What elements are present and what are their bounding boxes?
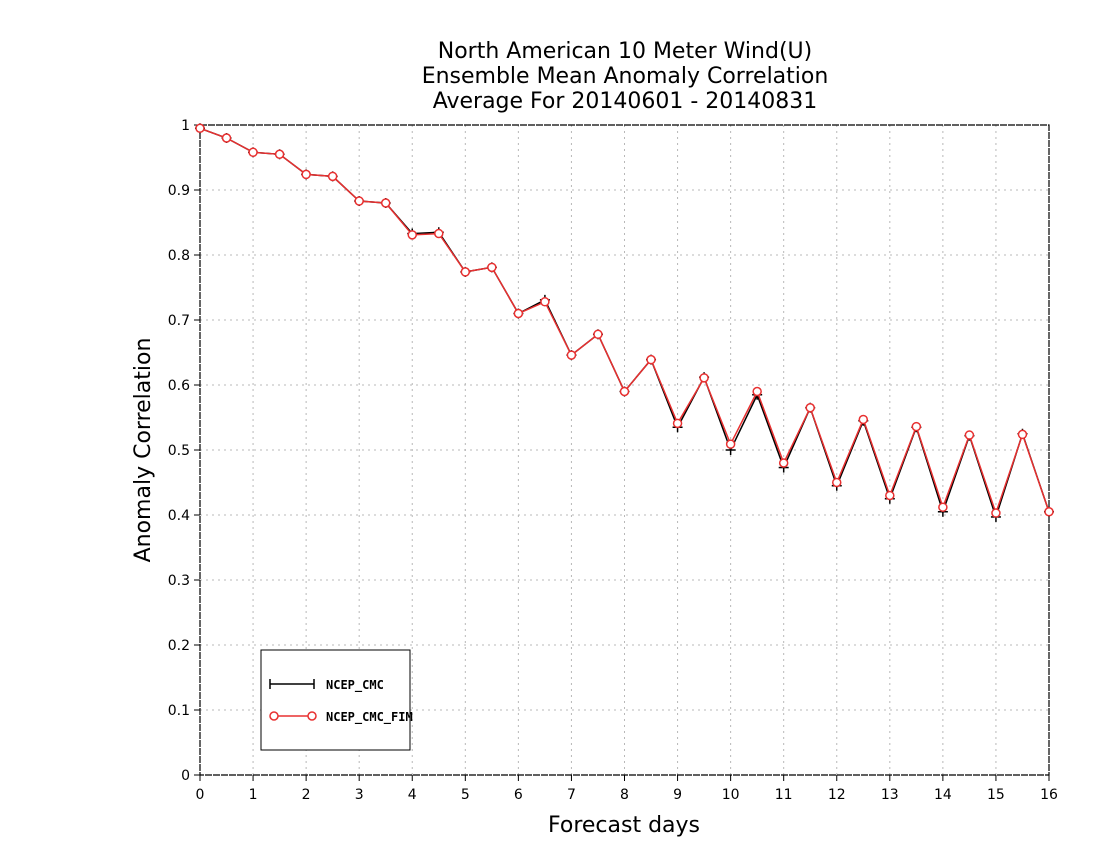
series-layer [195,123,1054,522]
data-point-circle [672,418,683,429]
x-tick-label: 7 [567,787,576,803]
y-tick-label: 0.1 [168,703,190,719]
data-point-circle [699,373,709,383]
data-point-circle [725,439,736,449]
x-tick-label: 15 [987,787,1005,803]
data-point-circle [354,196,364,206]
data-point-circle [1044,507,1054,517]
data-point-circle [487,262,497,273]
data-point-circle [407,230,417,240]
data-point-circle [513,308,524,319]
title-line-1: North American 10 Meter Wind(U) [438,39,812,64]
x-tick-label: 2 [302,787,311,803]
y-tick-label: 0.4 [168,508,190,524]
data-point-circle [752,386,762,397]
x-tick-label: 3 [355,787,364,803]
data-point-circle [248,147,258,158]
data-point-circle [964,430,975,440]
y-tick-label: 0.6 [168,378,190,394]
y-tick-label: 0.7 [168,313,190,329]
legend-circle-marker [307,711,317,721]
series-ncep-cmc-fim [195,123,1054,518]
data-point-circle [991,508,1001,518]
x-tick-label: 13 [881,787,899,803]
data-point-circle [380,198,391,208]
x-tick-label: 8 [620,787,629,803]
data-point-circle [646,354,656,365]
legend: NCEP_CMC NCEP_CMC_FIM [260,649,413,751]
chart-title: North American 10 Meter Wind(U) Ensemble… [422,39,829,114]
data-point-circle [885,490,895,501]
x-axis: 0 1 2 3 4 5 6 7 8 9 10 11 12 13 14 15 16 [196,775,1058,803]
data-point-circle [938,502,948,512]
legend-plus-marker [269,679,315,689]
y-tick-label: 0.9 [168,183,190,199]
y-tick-label: 0.5 [168,443,190,459]
title-line-2: Ensemble Mean Anomaly Correlation [422,64,829,89]
data-point-circle [460,267,471,277]
x-tick-label: 5 [461,787,470,803]
data-point-circle [301,169,311,180]
x-tick-label: 16 [1040,787,1058,803]
data-point-circle [434,228,444,239]
x-tick-label: 0 [196,787,205,803]
data-point-circle [858,414,869,425]
data-point-circle [566,350,577,360]
title-line-3: Average For 20140601 - 20140831 [433,89,818,114]
y-tick-label: 0.3 [168,573,190,589]
y-tick-label: 0.8 [168,248,190,264]
data-point-circle [540,297,550,307]
data-point-circle [911,421,922,432]
data-point-circle [327,171,338,182]
data-point-circle [1017,429,1028,440]
data-point-circle [805,403,815,413]
x-tick-label: 10 [722,787,740,803]
y-tick-label: 1 [181,118,190,134]
data-point-circle [195,123,205,133]
x-tick-label: 12 [828,787,846,803]
data-point-circle [778,458,789,468]
legend-label-ncep-cmc-fim: NCEP_CMC_FIM [326,710,413,725]
x-tick-label: 1 [249,787,258,803]
legend-circle-marker [269,711,279,721]
data-point-circle [274,149,285,159]
y-axis: 0 0.1 0.2 0.3 0.4 0.5 0.6 0.7 0.8 0.9 1 [168,118,200,784]
y-axis-label: Anomaly Correlation [131,338,156,563]
x-tick-label: 11 [775,787,793,803]
y-tick-label: 0.2 [168,638,190,654]
x-axis-label: Forecast days [548,813,700,838]
data-point-circle [221,133,232,143]
x-tick-label: 6 [514,787,523,803]
grid [200,125,1049,775]
legend-label-ncep-cmc: NCEP_CMC [326,678,384,693]
data-point-circle [593,329,603,340]
x-tick-label: 4 [408,787,417,803]
y-tick-label: 0 [181,768,190,784]
legend-box [260,649,411,751]
data-point-circle [619,386,630,397]
x-tick-label: 14 [934,787,952,803]
data-point-circle [832,477,842,488]
x-tick-label: 9 [673,787,682,803]
